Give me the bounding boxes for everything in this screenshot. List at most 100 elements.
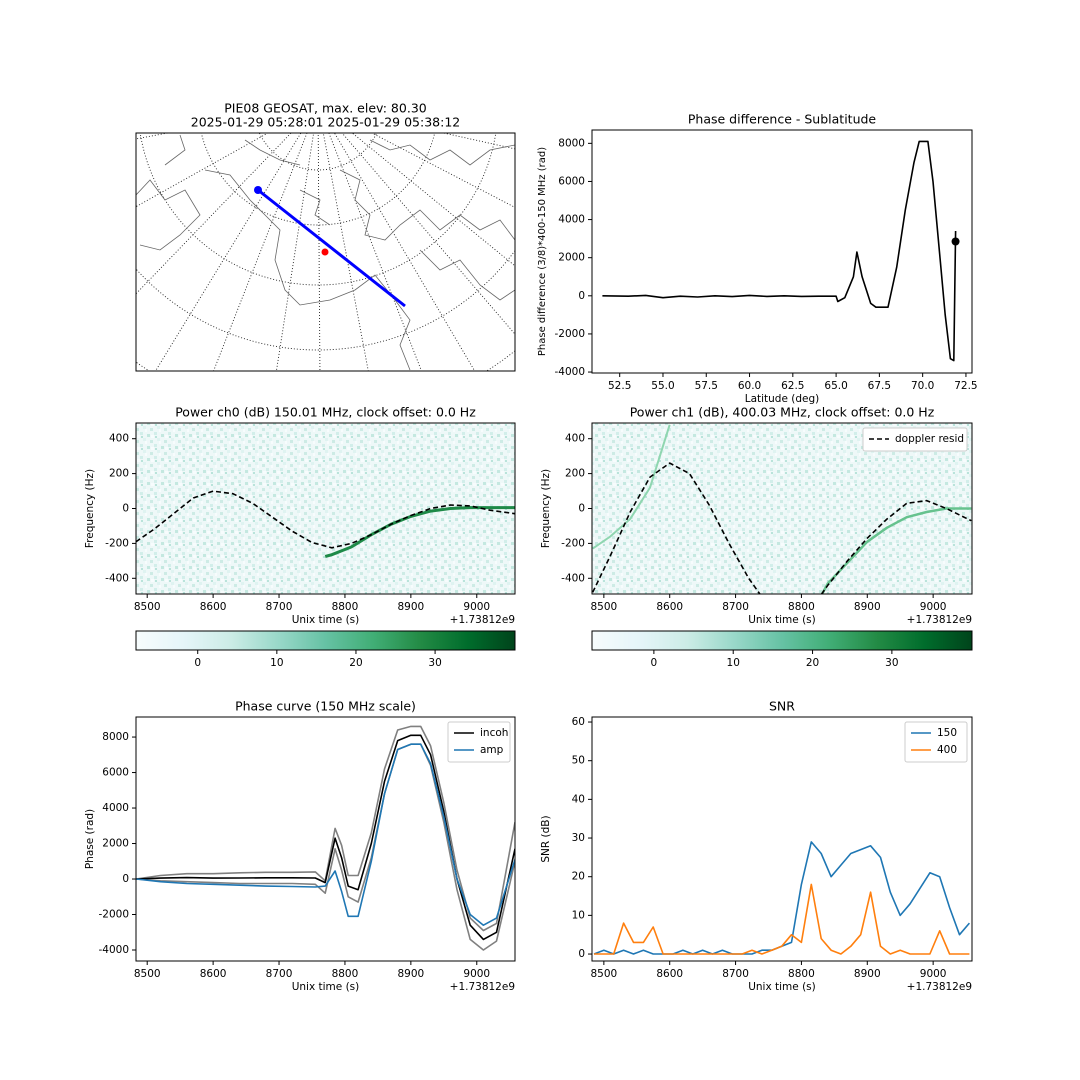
- x-tick-label: 8500: [590, 601, 617, 613]
- x-tick-label: 8800: [788, 968, 815, 980]
- y-axis-label: SNR (dB): [540, 815, 552, 862]
- map-frame: [135, 132, 516, 372]
- y-tick-label: -200: [561, 537, 585, 549]
- y-tick-label: -400: [105, 572, 129, 584]
- x-tick-label: 8800: [332, 968, 359, 980]
- colorbar-tick-label: 20: [806, 657, 819, 669]
- plot-area: [592, 424, 972, 594]
- y-tick-label: 4000: [558, 214, 585, 226]
- legend-box: [904, 721, 968, 763]
- series-line: [136, 490, 515, 549]
- y-axis-label: Phase (rad): [84, 809, 96, 869]
- series-line: [592, 462, 972, 594]
- x-offset: +1.73812e9: [907, 981, 972, 993]
- x-tick-label: 70.0: [911, 380, 934, 392]
- y-tick-label: 4000: [102, 802, 129, 814]
- x-tick-label: 8800: [788, 601, 815, 613]
- y-tick-label: 400: [565, 433, 585, 445]
- x-tick-label: 8600: [656, 968, 683, 980]
- x-tick-label: 9000: [463, 601, 490, 613]
- y-tick-label: -2000: [98, 909, 129, 921]
- y-tick-label: 2000: [102, 838, 129, 850]
- plot-area: [602, 140, 957, 362]
- x-axis-label: Unix time (s): [292, 614, 360, 626]
- x-tick-label: 65.0: [824, 380, 847, 392]
- y-tick-label: 60: [572, 716, 585, 728]
- x-tick-label: 8900: [397, 968, 424, 980]
- chart-title: PIE08 GEOSAT, max. elev: 80.30: [224, 101, 427, 116]
- colorbar-tick-label: 0: [651, 657, 658, 669]
- y-tick-label: -4000: [554, 366, 585, 378]
- chart-title: Phase curve (150 MHz scale): [235, 699, 416, 714]
- x-axis-label: Latitude (deg): [745, 393, 820, 405]
- site: [321, 248, 329, 256]
- y-tick-label: 6000: [102, 767, 129, 779]
- series-line: [136, 743, 515, 951]
- legend-label: incoh: [480, 727, 508, 739]
- x-offset: +1.73812e9: [450, 981, 515, 993]
- axes-frame: [591, 129, 973, 374]
- y-tick-label: 200: [565, 468, 585, 480]
- y-tick-label: 50: [572, 755, 585, 767]
- y-tick-label: 6000: [558, 175, 585, 187]
- series-line: [602, 140, 957, 362]
- x-tick-label: 9000: [920, 601, 947, 613]
- y-tick-label: 8000: [102, 731, 129, 743]
- y-axis-label: Phase difference (3/8)*400-150 MHz (rad): [537, 147, 548, 356]
- y-tick-label: -200: [105, 537, 129, 549]
- x-axis-label: Unix time (s): [748, 981, 816, 993]
- x-tick-label: 52.5: [608, 380, 631, 392]
- x-offset: +1.73812e9: [450, 614, 515, 626]
- colorbar-tick-label: 20: [349, 657, 362, 669]
- x-tick-label: 72.5: [954, 380, 977, 392]
- axes-frame: [135, 716, 516, 962]
- x-tick-label: 8600: [200, 968, 227, 980]
- colorbar-tick-label: 10: [270, 657, 283, 669]
- legend-box: [447, 721, 511, 763]
- x-offset: +1.73812e9: [907, 614, 972, 626]
- series-line: [136, 725, 515, 932]
- axes-frame: [591, 422, 973, 595]
- x-tick-label: 8700: [722, 601, 749, 613]
- y-tick-label: 8000: [558, 137, 585, 149]
- x-tick-label: 67.5: [868, 380, 891, 392]
- y-tick-label: 200: [109, 468, 129, 480]
- x-tick-label: 8500: [134, 601, 161, 613]
- colorbar-tick-label: 30: [428, 657, 441, 669]
- colorbar-tick-label: 30: [885, 657, 898, 669]
- series-line: [592, 424, 671, 550]
- x-axis-label: Unix time (s): [748, 614, 816, 626]
- y-tick-label: 0: [578, 948, 585, 960]
- x-tick-label: 8700: [722, 968, 749, 980]
- y-tick-label: 0: [578, 503, 585, 515]
- track: [257, 188, 406, 308]
- x-tick-label: 8600: [200, 601, 227, 613]
- legend-label: 400: [937, 744, 957, 756]
- x-tick-label: 9000: [463, 968, 490, 980]
- x-tick-label: 8900: [397, 601, 424, 613]
- x-tick-label: 8700: [266, 968, 293, 980]
- colorbar-tick-label: 10: [727, 657, 740, 669]
- y-tick-label: 400: [109, 433, 129, 445]
- y-tick-label: -400: [561, 572, 585, 584]
- series-line: [820, 507, 972, 594]
- y-tick-label: 0: [122, 873, 129, 885]
- x-tick-label: 57.5: [695, 380, 718, 392]
- chart-title: SNR: [769, 699, 795, 714]
- plot-area: [136, 725, 515, 951]
- x-axis-label: Unix time (s): [292, 981, 360, 993]
- legend-label: doppler resid: [895, 433, 964, 445]
- chart-title: Phase difference - Sublatitude: [688, 112, 877, 127]
- colorbar-tick-label: 0: [194, 657, 201, 669]
- colorbar: [591, 630, 973, 651]
- x-tick-label: 60.0: [738, 380, 761, 392]
- series-line: [593, 841, 971, 955]
- series-line: [594, 883, 970, 955]
- axes-frame: [135, 422, 516, 595]
- x-tick-label: 8500: [134, 968, 161, 980]
- colorbar: [135, 630, 516, 651]
- x-tick-label: 8700: [266, 601, 293, 613]
- y-tick-label: 2000: [558, 252, 585, 264]
